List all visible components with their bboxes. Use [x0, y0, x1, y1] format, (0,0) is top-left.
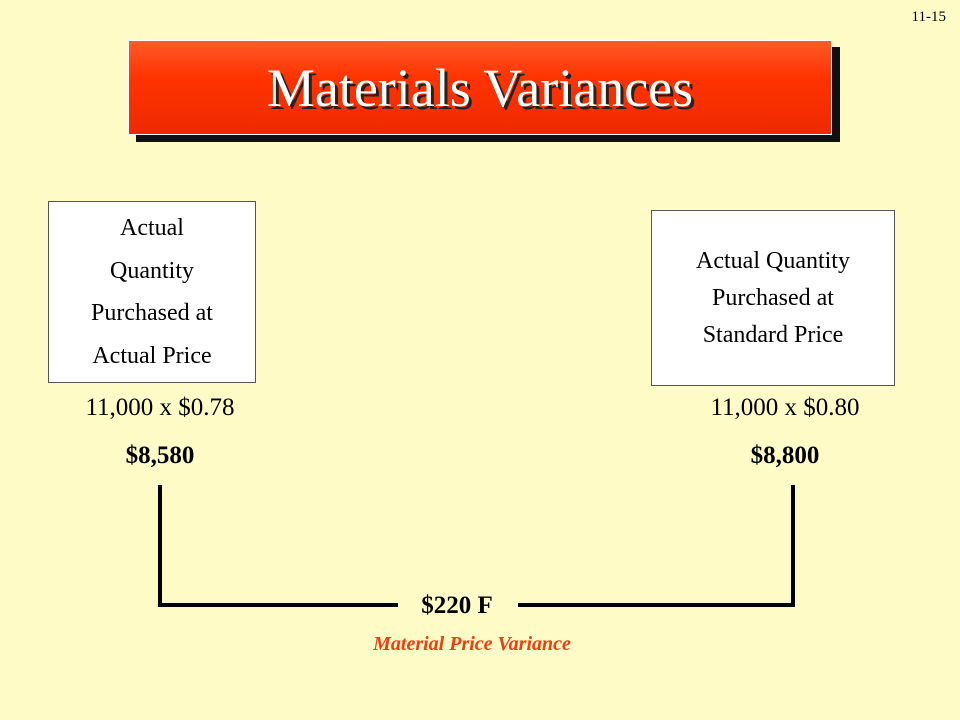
left-calculation: 11,000 x $0.78 — [85, 394, 235, 421]
title-box: Materials Variances — [128, 40, 832, 135]
title: Materials Variances — [266, 57, 694, 118]
left-box: Actual Quantity Purchased at Actual Price — [48, 201, 256, 383]
box-line: Standard Price — [702, 321, 844, 348]
right-connector — [518, 485, 795, 607]
left-connector — [158, 485, 398, 607]
right-box: Actual Quantity Purchased at Standard Pric… — [651, 210, 895, 386]
left-total: $8,580 — [125, 442, 195, 469]
box-line: Actual Quantity — [696, 247, 850, 274]
box-line: Actual Price — [92, 342, 212, 369]
right-calculation: 11,000 x $0.80 — [710, 394, 860, 421]
box-line: Purchased at — [91, 300, 213, 326]
variance-label: Material Price Variance — [373, 633, 571, 655]
variance-amount: $220 F — [421, 592, 493, 619]
box-line: Actual — [120, 215, 184, 241]
box-line: Quantity — [110, 257, 194, 284]
right-total: $8,800 — [750, 442, 820, 469]
box-line: Purchased at — [712, 284, 834, 311]
slide-number: 11-15 — [911, 9, 946, 25]
